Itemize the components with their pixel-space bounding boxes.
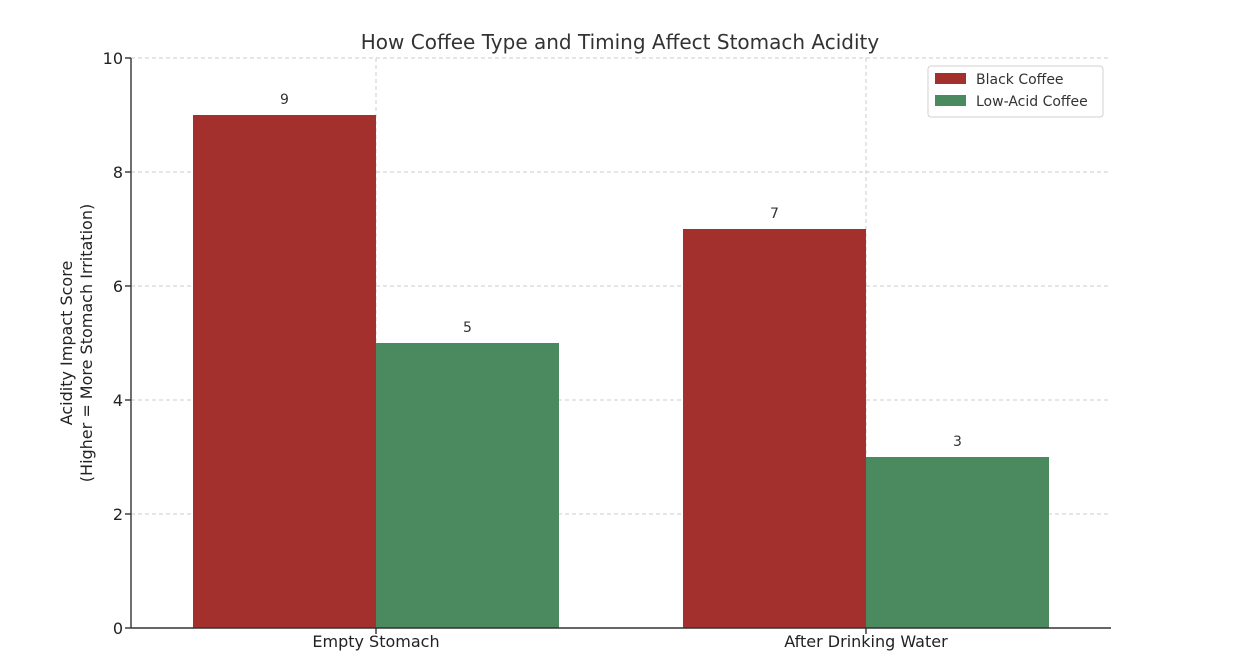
bar-value-label: 5 [463, 320, 472, 336]
y-tick-label: 4 [113, 391, 123, 410]
legend-entry-label: Black Coffee [976, 72, 1064, 88]
bar [683, 229, 866, 628]
bar-value-label: 3 [953, 434, 962, 450]
legend-swatch [935, 95, 966, 106]
x-tick-label: After Drinking Water [784, 632, 948, 651]
bar [376, 343, 559, 628]
legend-entry-label: Low-Acid Coffee [976, 94, 1088, 110]
legend: Black Coffee Low-Acid Coffee [927, 65, 1104, 118]
y-tick-label: 10 [103, 49, 123, 68]
y-tick-label: 0 [113, 619, 123, 638]
bar [193, 115, 376, 628]
bar-value-label: 7 [770, 206, 779, 222]
legend-swatch [935, 73, 966, 84]
x-tick-label: Empty Stomach [312, 632, 439, 651]
y-axis-label-line-1: Acidity Impact Score [57, 261, 76, 426]
bar [866, 457, 1049, 628]
bar-value-label: 9 [280, 92, 289, 108]
y-axis-label-line-2: (Higher = More Stomach Irritation) [77, 204, 96, 482]
chart-title: How Coffee Type and Timing Affect Stomac… [361, 30, 880, 54]
y-tick-label: 8 [113, 163, 123, 182]
y-tick-label: 6 [113, 277, 123, 296]
y-tick-label: 2 [113, 505, 123, 524]
legend-frame [927, 65, 1104, 118]
